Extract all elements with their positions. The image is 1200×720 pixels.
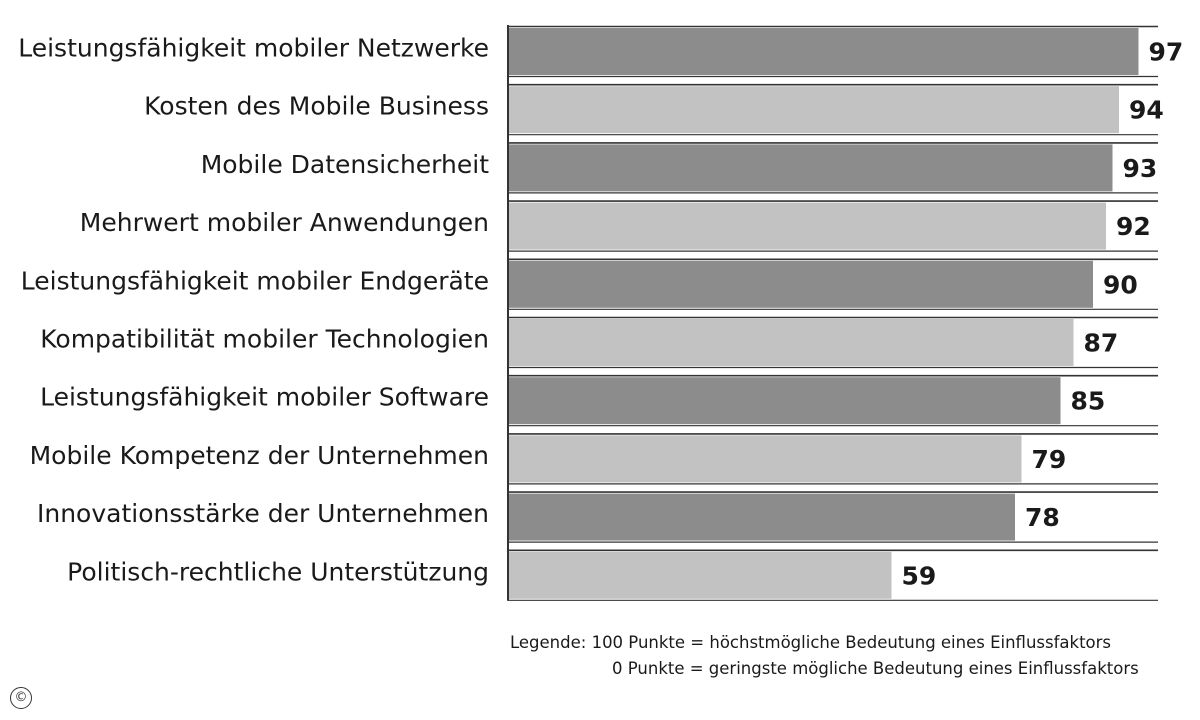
bar-5 xyxy=(508,260,1093,308)
value-label-6: 87 xyxy=(1084,329,1119,358)
value-label-7: 85 xyxy=(1071,387,1106,416)
bar-7 xyxy=(508,377,1061,425)
legend-line-2: 0 Punkte = geringste mögliche Bedeutung … xyxy=(612,659,1139,678)
bar-1 xyxy=(508,28,1139,75)
category-label-3: Mobile Datensicherheit xyxy=(201,150,490,179)
category-label-1: Leistungsfähigkeit mobiler Netzwerke xyxy=(18,34,489,63)
bar-2 xyxy=(508,86,1119,134)
category-label-5: Leistungsfähigkeit mobiler Endgeräte xyxy=(21,266,489,295)
bar-3 xyxy=(508,144,1113,192)
value-label-5: 90 xyxy=(1103,270,1138,299)
value-label-10: 59 xyxy=(902,561,937,590)
copyright-icon: © xyxy=(10,687,32,709)
value-label-4: 92 xyxy=(1116,212,1151,241)
category-label-7: Leistungsfähigkeit mobiler Software xyxy=(40,383,489,412)
bar-10 xyxy=(508,551,892,599)
bar-4 xyxy=(508,202,1106,250)
category-label-2: Kosten des Mobile Business xyxy=(144,92,489,121)
value-label-3: 93 xyxy=(1123,154,1158,183)
bar-chart: Leistungsfähigkeit mobiler Netzwerke 97 Ko… xyxy=(18,25,1184,601)
bar-8 xyxy=(508,435,1022,483)
value-label-1: 97 xyxy=(1149,38,1184,67)
category-label-4: Mehrwert mobiler Anwendungen xyxy=(80,208,489,237)
value-label-2: 94 xyxy=(1129,96,1164,125)
value-label-9: 78 xyxy=(1025,503,1060,532)
category-label-9: Innovationsstärke der Unternehmen xyxy=(37,499,489,528)
bar-6 xyxy=(508,319,1074,366)
legend-line-1: Legende: 100 Punkte = höchstmögliche Bed… xyxy=(510,633,1112,652)
category-label-10: Politisch-rechtliche Unterstützung xyxy=(67,557,489,586)
value-label-8: 79 xyxy=(1032,445,1067,474)
bar-9 xyxy=(508,493,1015,541)
category-label-6: Kompatibilität mobiler Technologien xyxy=(40,325,489,354)
category-label-8: Mobile Kompetenz der Unternehmen xyxy=(30,441,489,470)
